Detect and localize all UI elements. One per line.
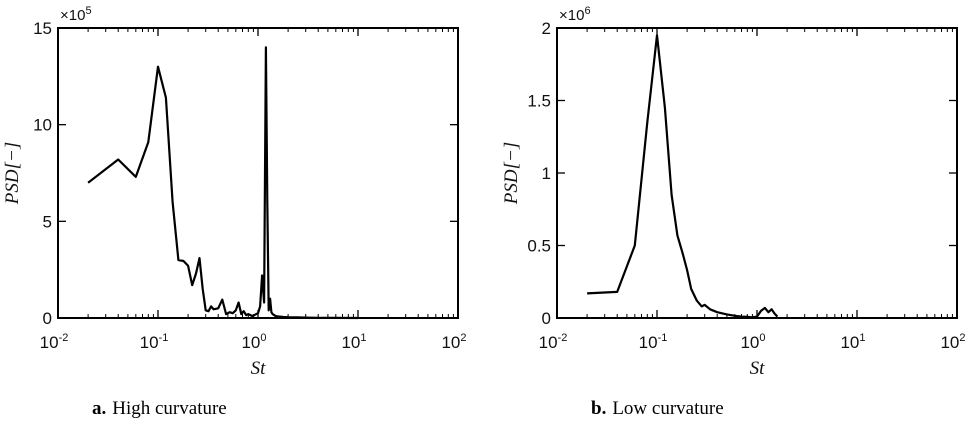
y-axis-title: PSD[−] [501,142,522,205]
x-tick-label: 102 [940,332,965,352]
y-tick-label: 0.5 [527,237,551,256]
x-tick-label: 10-2 [40,332,69,352]
x-tick-label: 10-1 [639,332,668,352]
caption-b: b. Low curvature [591,398,724,420]
caption-a: a. High curvature [92,398,227,420]
chart-panel-low-curvature: 10-2 10-1 100 101 102 0 0.5 1 1.5 2 ×106 St PSD[−] [501,5,966,379]
y-tick-label: 2 [542,19,551,38]
y-axis-title: PSD[−] [2,142,23,205]
y-tick-label: 1.5 [527,92,551,111]
caption-b-text: Low curvature [612,398,724,419]
y-tick-label: 15 [33,19,52,38]
x-tick-label: 10-2 [539,332,568,352]
series-line [587,34,779,319]
y-tick-label: 10 [33,116,52,135]
x-tick-label: 101 [840,332,865,352]
x-tick-label: 102 [441,332,466,352]
y-tick-label: 0 [43,309,52,328]
y-tick-label: 5 [43,212,52,231]
x-axis-title: St [251,358,267,379]
chart-panel-high-curvature: 10-2 10-1 100 101 102 0 5 10 15 ×105 St PSD[−] [2,5,467,379]
plot-frame [57,27,459,319]
x-tick-label: 100 [740,332,765,352]
caption-a-letter: a. [92,398,107,419]
y-tick-label: 0 [542,309,551,328]
y-tick-label: 1 [542,164,551,183]
y-multiplier-label: ×106 [559,5,591,24]
x-tick-label: 101 [341,332,366,352]
x-axis-title: St [750,358,766,379]
plot-frame [556,27,958,319]
caption-a-text: High curvature [112,398,227,419]
caption-b-letter: b. [591,398,607,419]
x-tick-label: 100 [241,332,266,352]
x-tick-label: 10-1 [140,332,169,352]
series-line [87,46,359,320]
y-multiplier-label: ×105 [60,5,92,24]
